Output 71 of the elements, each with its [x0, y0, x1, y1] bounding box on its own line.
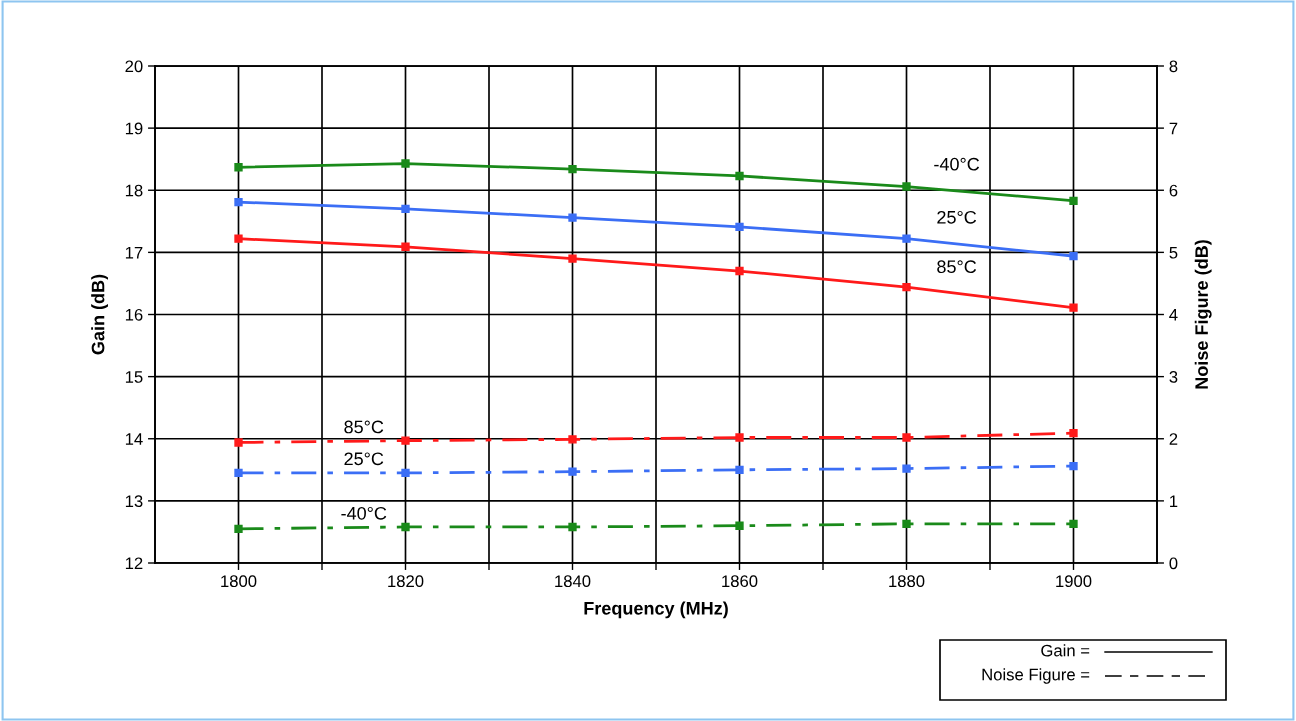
point — [401, 204, 410, 214]
y2-tick-label: 0 — [1169, 557, 1178, 570]
x-tick-label: 1860 — [722, 575, 758, 588]
series-label: 25°C — [344, 452, 384, 466]
point — [401, 468, 410, 478]
x-tick-label: 1900 — [1056, 575, 1092, 588]
y2-tick-label: 7 — [1169, 122, 1178, 135]
point — [401, 159, 410, 168]
point — [1069, 303, 1078, 312]
series-label: -40°C — [934, 157, 980, 171]
point — [902, 182, 911, 191]
point — [234, 197, 243, 207]
point — [735, 465, 744, 474]
point — [902, 282, 911, 292]
y-tick-label: 12 — [125, 557, 143, 570]
point — [735, 171, 744, 181]
y-tick-label: 18 — [125, 184, 143, 197]
point — [735, 433, 744, 442]
point — [568, 164, 577, 174]
series-label: 85°C — [344, 420, 384, 434]
point — [735, 222, 744, 232]
y-tick-label: 20 — [125, 60, 143, 73]
point — [401, 436, 410, 445]
y2-tick-label: 8 — [1169, 60, 1178, 73]
series-label: -40°C — [341, 506, 387, 520]
point — [902, 234, 911, 243]
series-label: 85°C — [937, 260, 977, 274]
point — [735, 521, 744, 530]
x-tick-label: 1820 — [388, 575, 424, 588]
y-tick-label: 13 — [125, 495, 143, 508]
point — [568, 213, 577, 222]
point — [735, 266, 744, 276]
text: Noise Figure = — [982, 668, 1090, 684]
point — [234, 234, 243, 243]
y2-tick-label: 4 — [1169, 309, 1178, 321]
point — [1069, 519, 1078, 529]
x-tick-label: 1800 — [221, 575, 257, 588]
y-tick-label: 16 — [125, 308, 143, 321]
y-axis-title: Gain (dB) — [91, 274, 108, 355]
point — [568, 467, 577, 476]
point — [1069, 461, 1078, 471]
point — [1069, 428, 1078, 438]
y2-tick-label: 6 — [1169, 184, 1178, 197]
y-tick-label: 17 — [125, 246, 143, 259]
text: Gain = — [1041, 644, 1090, 657]
point — [234, 524, 243, 533]
series-label: 25°C — [937, 210, 977, 224]
point — [568, 254, 577, 263]
x-axis-title: Frequency (MHz) — [584, 601, 728, 619]
y2-tick-label: 1 — [1170, 495, 1178, 507]
point — [1069, 251, 1078, 261]
y2-tick-label: 3 — [1169, 371, 1178, 383]
point — [568, 522, 577, 532]
y-tick-label: 19 — [125, 122, 143, 135]
point — [401, 242, 410, 251]
y-tick-label: 15 — [125, 371, 143, 383]
y2-axis-title: Noise Figure (dB) — [1194, 240, 1212, 389]
point — [234, 468, 243, 478]
point — [902, 464, 911, 473]
y-tick-label: 14 — [125, 433, 143, 445]
point — [568, 435, 577, 444]
x-tick-label: 1880 — [889, 575, 925, 588]
y2-tick-label: 2 — [1169, 433, 1178, 445]
x-tick-label: 1840 — [555, 575, 591, 588]
point — [234, 163, 243, 172]
point — [234, 438, 243, 447]
point — [1069, 196, 1078, 205]
point — [902, 433, 911, 442]
point — [902, 519, 911, 529]
point — [401, 522, 410, 532]
y2-tick-label: 5 — [1169, 246, 1178, 259]
